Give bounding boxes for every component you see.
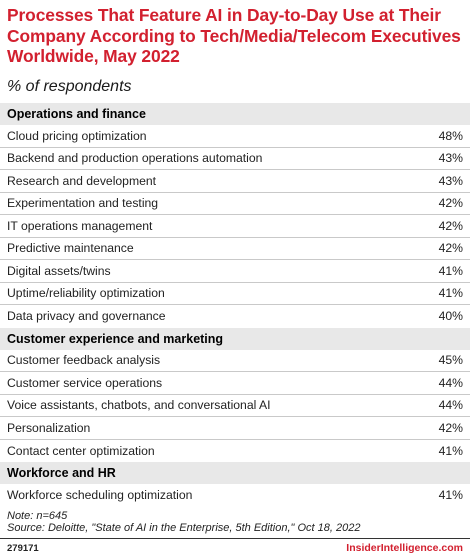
row-label: Uptime/reliability optimization xyxy=(7,286,165,301)
chart-title: Processes That Feature AI in Day-to-Day … xyxy=(7,5,461,66)
row-value: 44% xyxy=(438,375,463,390)
table-row: Experimentation and testing 42% xyxy=(0,193,470,215)
row-label: Digital assets/twins xyxy=(7,263,111,278)
chart-subtitle: % of respondents xyxy=(7,78,132,95)
row-value: 48% xyxy=(438,128,463,143)
row-label: Contact center optimization xyxy=(7,443,155,458)
row-value: 40% xyxy=(438,309,463,324)
row-value: 42% xyxy=(438,420,463,435)
row-value: 43% xyxy=(438,151,463,166)
row-label: Data privacy and governance xyxy=(7,309,166,324)
row-label: Voice assistants, chatbots, and conversa… xyxy=(7,398,271,413)
row-value: 41% xyxy=(438,443,463,458)
row-value: 41% xyxy=(438,286,463,301)
group-header: Customer experience and marketing xyxy=(0,327,470,350)
brand-logo: InsiderIntelligence.com xyxy=(346,542,463,554)
row-value: 41% xyxy=(438,263,463,278)
row-label: Experimentation and testing xyxy=(7,196,159,211)
table-row: Customer service operations 44% xyxy=(0,372,470,395)
row-label: Workforce scheduling optimization xyxy=(7,488,193,503)
row-value: 45% xyxy=(438,353,463,368)
note-text: Note: n=645 xyxy=(7,510,68,522)
table-row: Uptime/reliability optimization 41% xyxy=(0,283,470,305)
footer-divider xyxy=(0,538,470,539)
row-label: Customer service operations xyxy=(7,375,163,390)
row-value: 43% xyxy=(438,173,463,188)
row-value: 42% xyxy=(438,218,463,233)
table-row: Digital assets/twins 41% xyxy=(0,260,470,283)
row-label: Predictive maintenance xyxy=(7,241,134,256)
table-row: Predictive maintenance 42% xyxy=(0,238,470,260)
row-label: Backend and production operations automa… xyxy=(7,151,263,166)
row-value: 42% xyxy=(438,241,463,256)
table-row: Backend and production operations automa… xyxy=(0,148,470,170)
table-row: Cloud pricing optimization 48% xyxy=(0,125,470,148)
table-row: Personalization 42% xyxy=(0,417,470,440)
row-value: 44% xyxy=(438,398,463,413)
table-row: Workforce scheduling optimization 41% xyxy=(0,484,470,507)
table-row: Contact center optimization 41% xyxy=(0,440,470,463)
group-header: Operations and finance xyxy=(0,103,470,125)
row-value: 41% xyxy=(438,488,463,503)
chart-id: 279171 xyxy=(7,543,39,554)
table-row: Data privacy and governance 40% xyxy=(0,305,470,328)
table-row: IT operations management 42% xyxy=(0,215,470,238)
table-row: Research and development 43% xyxy=(0,170,470,193)
group-header: Workforce and HR xyxy=(0,462,470,484)
source-text: Source: Deloitte, "State of AI in the En… xyxy=(7,522,361,534)
table-row: Customer feedback analysis 45% xyxy=(0,350,470,372)
row-label: Personalization xyxy=(7,420,91,435)
row-label: Research and development xyxy=(7,173,157,188)
row-value: 42% xyxy=(438,196,463,211)
row-label: IT operations management xyxy=(7,218,153,233)
table-row: Voice assistants, chatbots, and conversa… xyxy=(0,395,470,417)
row-label: Customer feedback analysis xyxy=(7,353,161,368)
row-label: Cloud pricing optimization xyxy=(7,128,147,143)
data-table: Operations and finance Cloud pricing opti… xyxy=(0,103,470,507)
